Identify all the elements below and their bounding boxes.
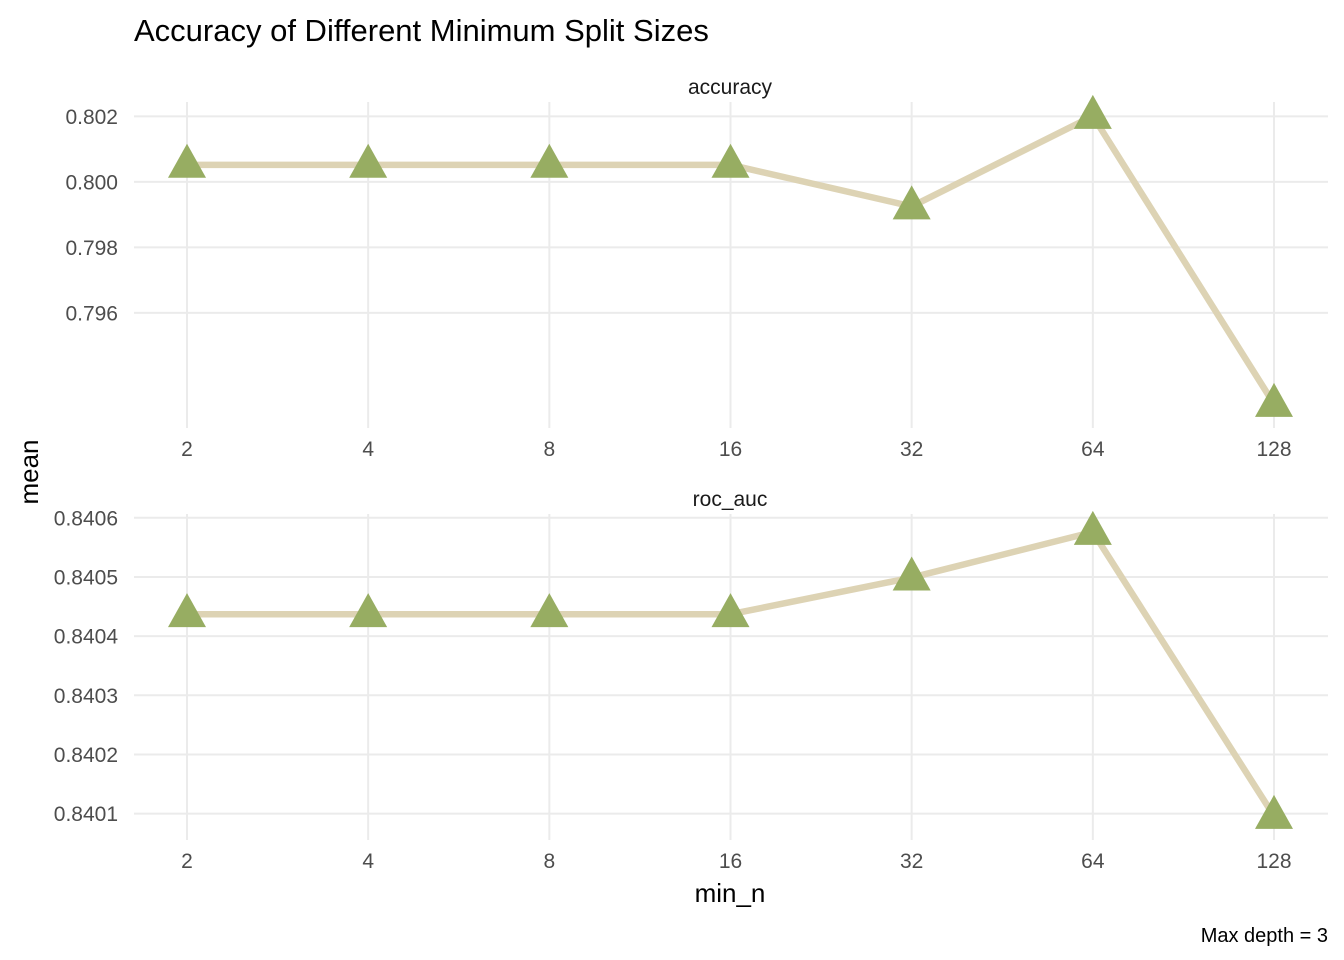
x-tick-label: 8 bbox=[543, 438, 555, 461]
x-tick-label: 16 bbox=[719, 438, 742, 461]
data-point-marker bbox=[530, 143, 569, 178]
y-tick-label: 0.8403 bbox=[54, 685, 118, 708]
x-tick-label: 64 bbox=[1081, 850, 1105, 873]
y-tick-label: 0.800 bbox=[65, 171, 118, 194]
panel-strip-label: accuracy bbox=[688, 76, 773, 99]
x-tick-label: 4 bbox=[362, 438, 374, 461]
data-point-marker bbox=[711, 143, 750, 178]
y-tick-label: 0.798 bbox=[65, 237, 118, 260]
y-tick-label: 0.8406 bbox=[54, 507, 118, 530]
data-point-marker bbox=[892, 556, 931, 591]
data-point-marker bbox=[349, 143, 388, 178]
x-tick-label: 2 bbox=[181, 850, 193, 873]
x-axis-title: min_n bbox=[695, 878, 766, 908]
x-tick-label: 8 bbox=[543, 850, 555, 873]
chart-title: Accuracy of Different Minimum Split Size… bbox=[134, 13, 709, 48]
y-tick-label: 0.8404 bbox=[54, 626, 119, 649]
y-tick-label: 0.8405 bbox=[54, 566, 118, 589]
data-point-marker bbox=[1255, 382, 1293, 417]
data-point-marker bbox=[711, 593, 750, 628]
data-point-marker bbox=[349, 593, 388, 628]
x-tick-label: 2 bbox=[181, 438, 193, 461]
x-tick-label: 16 bbox=[719, 850, 742, 873]
y-tick-label: 0.796 bbox=[65, 302, 118, 325]
panel-accuracy: accuracy 0.796 0.798 0.800 0.802 2 4 8 16 32 64 1… bbox=[65, 76, 1328, 461]
x-tick-label: 32 bbox=[900, 438, 923, 461]
data-point-marker bbox=[892, 185, 931, 220]
data-point-marker bbox=[1073, 510, 1112, 545]
data-point-marker bbox=[168, 143, 206, 178]
data-point-marker bbox=[1073, 94, 1112, 129]
y-tick-label: 0.802 bbox=[65, 106, 118, 129]
x-tick-label: 32 bbox=[900, 850, 923, 873]
x-tick-label: 64 bbox=[1081, 438, 1105, 461]
chart-caption: Max depth = 3 bbox=[1201, 925, 1328, 947]
panel-strip-label: roc_auc bbox=[693, 488, 768, 511]
x-tick-label: 128 bbox=[1256, 438, 1291, 461]
data-point-marker bbox=[530, 593, 569, 628]
data-point-marker bbox=[1255, 794, 1293, 829]
x-tick-label: 4 bbox=[362, 850, 374, 873]
y-tick-label: 0.8401 bbox=[54, 803, 118, 826]
y-tick-label: 0.8402 bbox=[54, 744, 118, 767]
y-axis-title: mean bbox=[14, 439, 44, 504]
data-point-marker bbox=[168, 593, 206, 628]
x-tick-label: 128 bbox=[1256, 850, 1291, 873]
panel-roc-auc: roc_auc 0.8401 0.8402 0.8403 0.8404 0.8405 0.… bbox=[54, 488, 1328, 873]
